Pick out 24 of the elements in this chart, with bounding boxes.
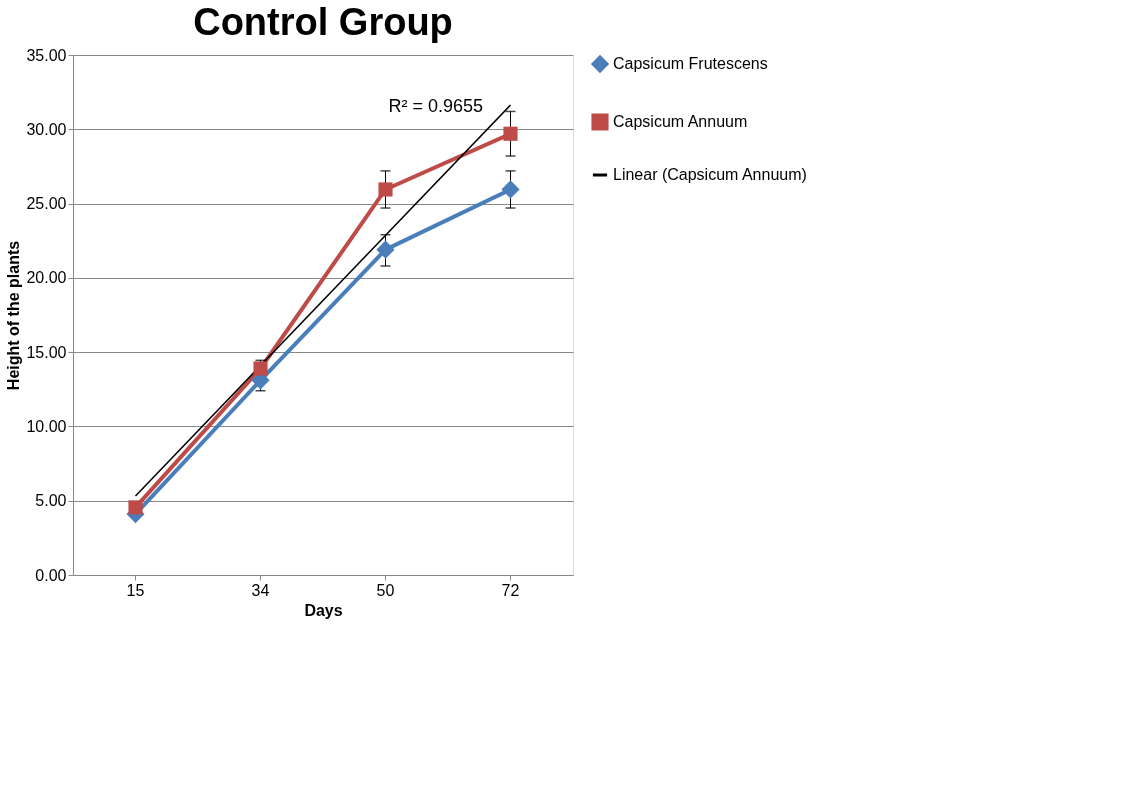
point (378, 182, 393, 197)
chart-title: Control Group (193, 1, 453, 43)
point (128, 500, 143, 515)
point (376, 240, 395, 259)
y-tick-label: 5.00 (35, 492, 67, 510)
annotation: R² = 0.9655 (388, 96, 483, 116)
y-tick-label: 35.00 (26, 46, 67, 64)
legend-label: Capsicum Frutescens (613, 55, 768, 72)
legend-label: Capsicum Annuum (613, 113, 748, 130)
y-tick-label: 25.00 (26, 195, 67, 213)
x-tick-label: 50 (376, 581, 395, 599)
x-tick-label: 34 (251, 581, 270, 599)
y-axis-title: Height of the plants (5, 240, 23, 391)
legend-label: Linear (Capsicum Annuum) (613, 166, 807, 183)
y-tick-label: 10.00 (26, 417, 67, 435)
point (501, 180, 520, 199)
point (503, 126, 518, 141)
x-axis-title: Days (304, 601, 343, 619)
x-tick-label: 15 (126, 581, 145, 599)
y-tick-label: 20.00 (26, 269, 67, 287)
y-tick-label: 30.00 (26, 120, 67, 138)
x-tick-label: 72 (501, 581, 520, 599)
y-tick-label: 0.00 (35, 566, 67, 584)
y-tick-label: 15.00 (26, 343, 67, 361)
